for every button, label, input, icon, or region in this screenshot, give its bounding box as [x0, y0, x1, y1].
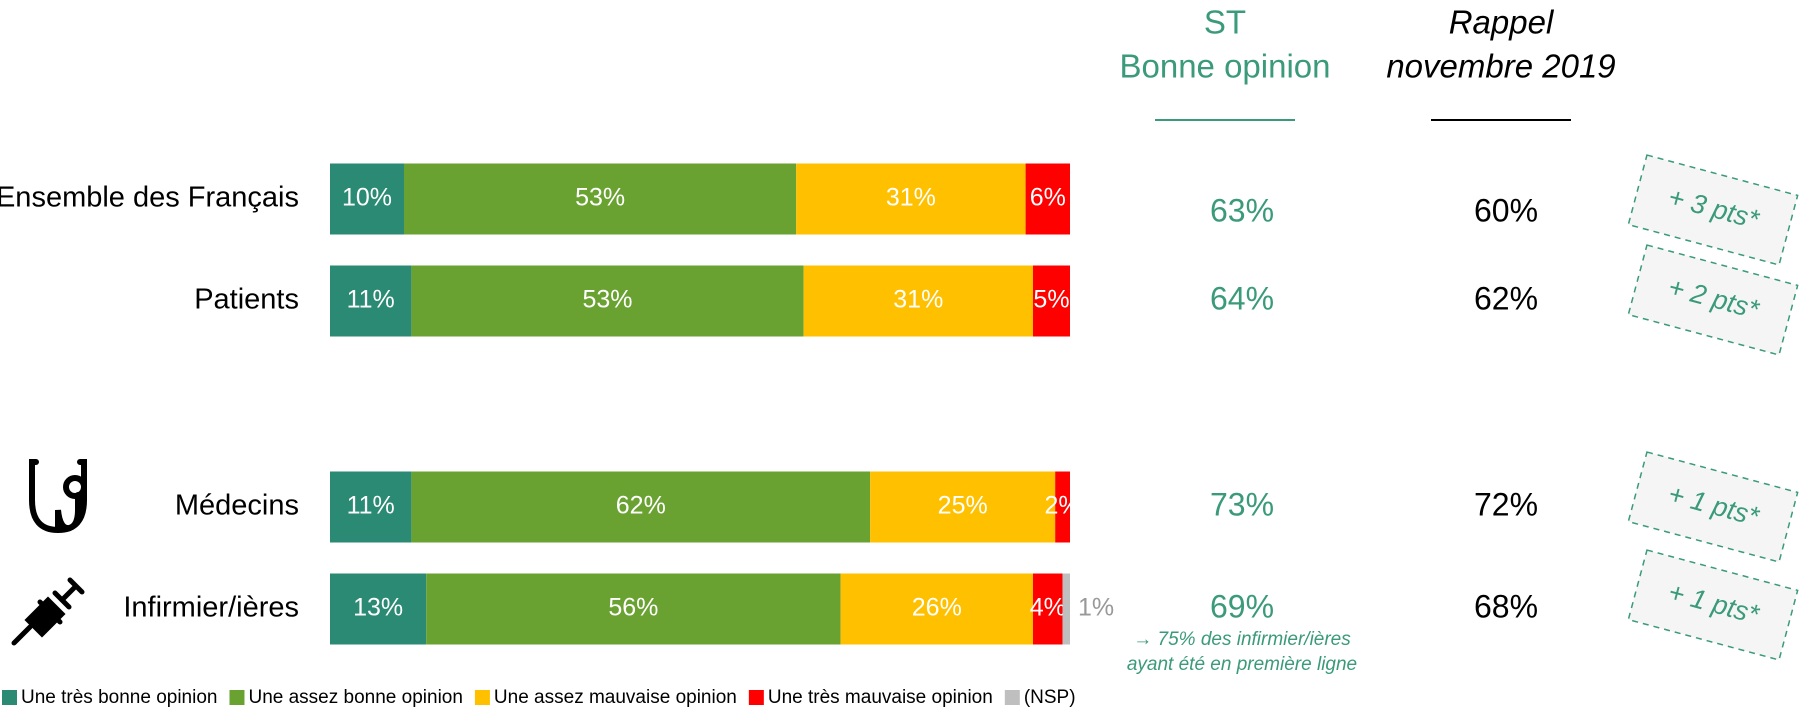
bar-segment: [1055, 471, 1070, 543]
column-value: 64%: [1210, 280, 1274, 316]
bar-segment: [803, 265, 1033, 337]
note: ayant été en première ligne: [1127, 654, 1357, 675]
bar-segment: [411, 471, 871, 543]
badge-box: [1627, 154, 1799, 266]
bar-segment: [330, 265, 412, 337]
note: → 75% des infirmier/ières: [1133, 629, 1351, 650]
legend-swatch: [748, 690, 764, 705]
column-value: 73%: [1210, 486, 1274, 522]
legend-label: (NSP): [1024, 687, 1076, 708]
bar-segment: [1033, 573, 1063, 645]
data-label: 6%: [1030, 184, 1066, 212]
data-label: 26%: [912, 594, 962, 622]
bar-segment: [840, 573, 1033, 645]
change-badge: + 3 pts*: [1627, 154, 1799, 266]
bar-segment: [411, 265, 804, 337]
bar-segment: [404, 163, 797, 235]
column-header: Rappel: [1449, 4, 1555, 41]
legend-swatch: [229, 690, 245, 705]
data-label: 4%: [1030, 594, 1066, 622]
stethoscope-icon: [29, 459, 87, 534]
bar-segment: [1033, 265, 1070, 337]
category-label: Infirmier/ières: [123, 592, 299, 624]
legend-label: Une assez mauvaise opinion: [494, 687, 737, 708]
column-header: Bonne opinion: [1119, 48, 1330, 85]
column-value: 72%: [1474, 486, 1538, 522]
change-badge: + 2 pts*: [1627, 244, 1799, 356]
data-label: 25%: [938, 492, 988, 520]
category-label: Ensemble des Français: [0, 182, 299, 214]
data-label: 13%: [353, 594, 403, 622]
legend-label: Une très bonne opinion: [21, 687, 217, 708]
data-label: 53%: [575, 184, 625, 212]
change-badge: + 1 pts*: [1627, 451, 1799, 563]
data-label: 62%: [616, 492, 666, 520]
bar-segment: [796, 163, 1026, 235]
column-header: ST: [1204, 4, 1246, 41]
column-value: 60%: [1474, 192, 1538, 228]
data-label: 31%: [893, 286, 943, 314]
data-label: 11%: [347, 492, 395, 520]
badge-box: [1627, 244, 1799, 356]
legend-label: Une assez bonne opinion: [248, 687, 462, 708]
bar-segment: [426, 573, 841, 645]
column-value: 63%: [1210, 192, 1274, 228]
syringe-icon: [11, 577, 85, 646]
legend-swatch: [1004, 690, 1020, 705]
bar-segment: [870, 471, 1056, 543]
data-label: 2%: [1045, 492, 1081, 520]
badge-box: [1627, 549, 1799, 661]
data-label: 56%: [608, 594, 658, 622]
data-label: 11%: [347, 286, 395, 314]
column-value: 68%: [1474, 588, 1538, 624]
bar-segment: [330, 573, 427, 645]
legend-swatch: [474, 690, 490, 705]
bar-segment: [330, 471, 412, 543]
data-label: 5%: [1033, 286, 1069, 314]
bar-segment: [330, 163, 404, 235]
column-value: 69%: [1210, 588, 1274, 624]
column-value: 62%: [1474, 280, 1538, 316]
data-label: 31%: [886, 184, 936, 212]
legend-label: Une très mauvaise opinion: [768, 687, 993, 708]
bar-segment: [1025, 163, 1070, 235]
change-badge: + 1 pts*: [1627, 549, 1799, 661]
data-label: 1%: [1078, 594, 1114, 622]
bar-segment: [1062, 573, 1070, 645]
column-header: novembre 2019: [1386, 48, 1615, 85]
badge-box: [1627, 451, 1799, 563]
category-label: Patients: [194, 284, 299, 316]
data-label: 10%: [342, 184, 392, 212]
legend-swatch: [2, 690, 17, 705]
data-label: 53%: [582, 286, 632, 314]
category-label: Médecins: [175, 490, 299, 522]
